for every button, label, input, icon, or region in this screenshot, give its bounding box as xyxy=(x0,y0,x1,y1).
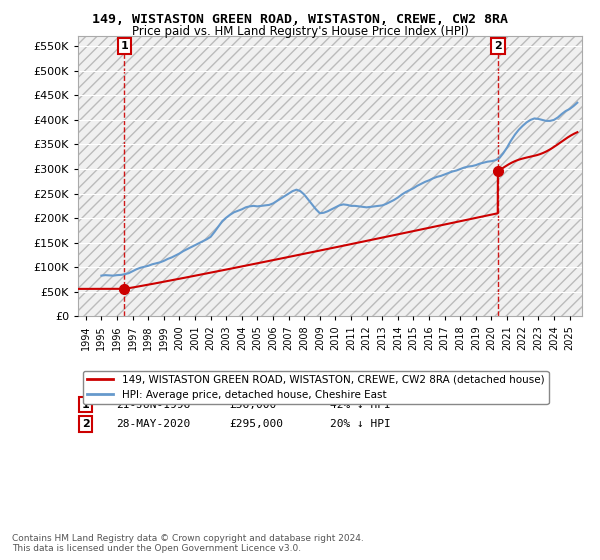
Text: 1: 1 xyxy=(121,41,128,51)
Text: 28-MAY-2020: 28-MAY-2020 xyxy=(116,419,190,429)
Text: 2: 2 xyxy=(82,419,89,429)
Text: Price paid vs. HM Land Registry's House Price Index (HPI): Price paid vs. HM Land Registry's House … xyxy=(131,25,469,38)
Text: 42% ↓ HPI: 42% ↓ HPI xyxy=(330,400,391,409)
Text: 20% ↓ HPI: 20% ↓ HPI xyxy=(330,419,391,429)
Text: £56,000: £56,000 xyxy=(229,400,277,409)
Text: 149, WISTASTON GREEN ROAD, WISTASTON, CREWE, CW2 8RA: 149, WISTASTON GREEN ROAD, WISTASTON, CR… xyxy=(92,13,508,26)
Legend: 149, WISTASTON GREEN ROAD, WISTASTON, CREWE, CW2 8RA (detached house), HPI: Aver: 149, WISTASTON GREEN ROAD, WISTASTON, CR… xyxy=(83,371,548,404)
Text: 2: 2 xyxy=(494,41,502,51)
Text: Contains HM Land Registry data © Crown copyright and database right 2024.
This d: Contains HM Land Registry data © Crown c… xyxy=(12,534,364,553)
Text: £295,000: £295,000 xyxy=(229,419,283,429)
Text: 21-JUN-1996: 21-JUN-1996 xyxy=(116,400,190,409)
Text: 1: 1 xyxy=(82,400,89,409)
